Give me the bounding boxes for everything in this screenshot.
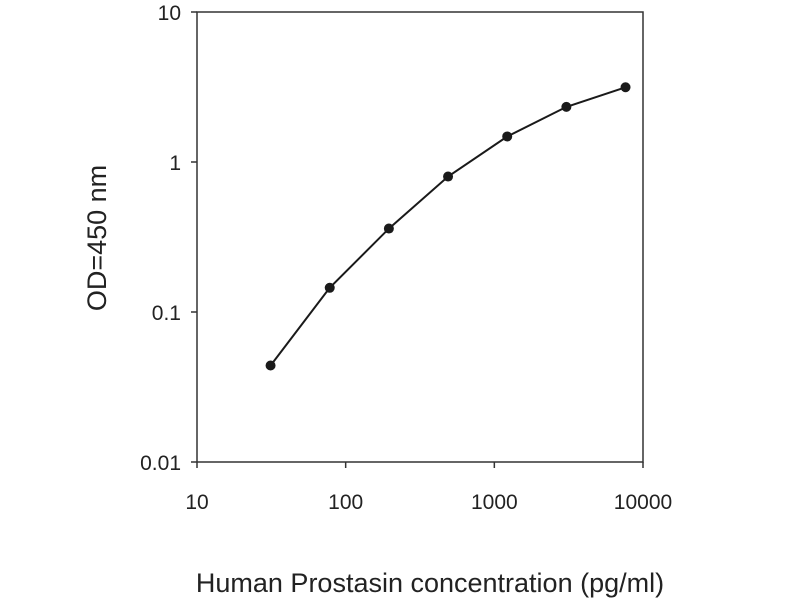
x-tick-label: 1000 [471, 491, 518, 514]
y-axis-title: OD=450 nm [82, 165, 112, 311]
y-tick-label: 10 [158, 2, 181, 25]
ticks-layer: 10 100 1000 10000 0.01 0.1 1 10 [140, 2, 672, 514]
data-point [383, 223, 394, 234]
x-axis-title: Human Prostasin concentration (pg/ml) [196, 568, 664, 598]
series-line [269, 86, 626, 367]
x-tick-label: 10 [185, 491, 208, 514]
data-point [324, 282, 335, 293]
data-point [443, 171, 454, 182]
y-tick-label: 1 [169, 152, 181, 175]
data-point [620, 82, 631, 93]
data-point [265, 360, 276, 371]
y-tick-label: 0.01 [140, 452, 181, 475]
x-tick-label: 10000 [614, 491, 672, 514]
y-tick-label: 0.1 [152, 302, 181, 325]
plot-frame [196, 11, 644, 463]
data-point [561, 101, 572, 112]
series-layer [265, 82, 631, 371]
x-tick-label: 100 [328, 491, 363, 514]
data-point [502, 131, 513, 142]
